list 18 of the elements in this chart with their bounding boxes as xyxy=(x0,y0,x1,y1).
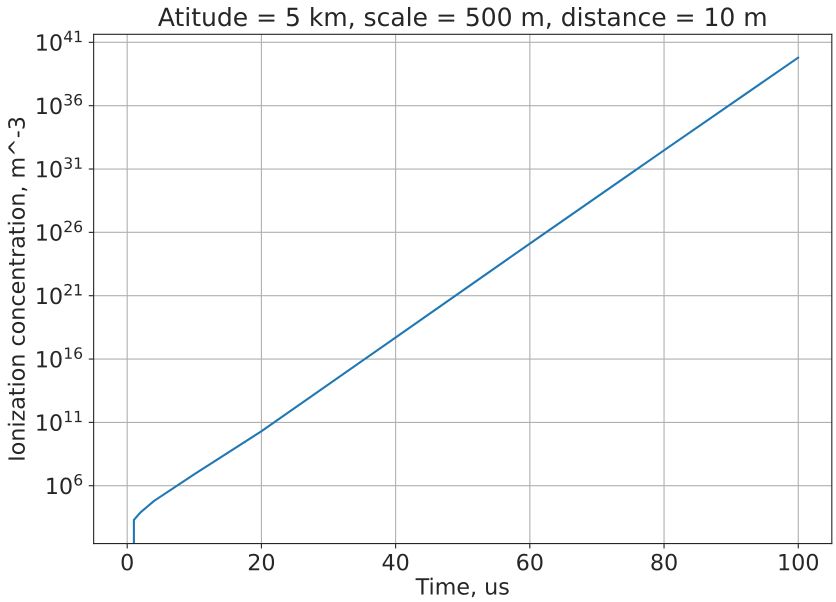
x-axis-title: Time, us xyxy=(416,578,509,598)
y-tick-label: 10$^{21}$ xyxy=(37,284,82,304)
x-tick-label: 0 xyxy=(122,554,133,571)
y-tick-label: 10$^{41}$ xyxy=(37,30,82,51)
chart-title: Atitude = 5 km, scale = 500 m, distance = 10 m xyxy=(158,6,766,29)
y-tick-label: 10$^{36}$ xyxy=(37,94,82,114)
x-tick-label: 60 xyxy=(517,554,542,571)
x-tick-label: 80 xyxy=(651,554,677,571)
y-tick-label: 10$^{6}$ xyxy=(47,474,82,494)
x-tick-label: 100 xyxy=(780,554,818,571)
x-tick-label: 40 xyxy=(382,554,408,571)
line-series xyxy=(132,56,800,544)
y-axis-title: Ionization concentration, m^-3 xyxy=(8,118,28,460)
y-tick-label: 10$^{31}$ xyxy=(37,157,82,178)
y-tick-label: 10$^{11}$ xyxy=(37,410,82,431)
x-tick-label: 20 xyxy=(248,554,274,571)
y-tick-label: 10$^{16}$ xyxy=(37,347,82,368)
y-tick-label: 10$^{26}$ xyxy=(37,220,82,241)
